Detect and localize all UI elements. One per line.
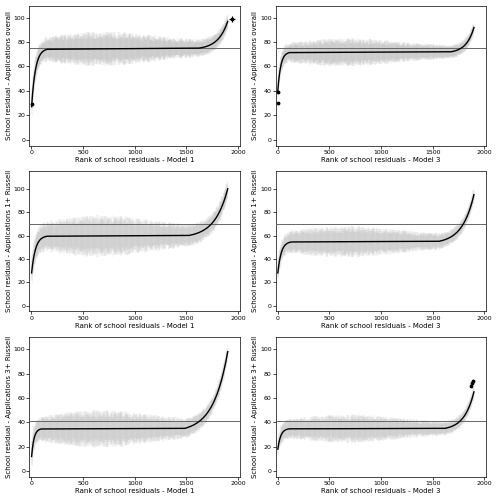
Y-axis label: School residual - Applications overall: School residual - Applications overall [5,11,11,140]
Y-axis label: School residual - Applications 1+ Russell: School residual - Applications 1+ Russel… [252,170,258,312]
X-axis label: Rank of school residuals - Model 3: Rank of school residuals - Model 3 [321,157,441,163]
Y-axis label: School residual - Applications 3+ Russell: School residual - Applications 3+ Russel… [252,336,258,478]
Y-axis label: School residual - Applications overall: School residual - Applications overall [252,11,258,140]
X-axis label: Rank of school residuals - Model 1: Rank of school residuals - Model 1 [75,488,195,494]
X-axis label: Rank of school residuals - Model 1: Rank of school residuals - Model 1 [75,322,195,328]
X-axis label: Rank of school residuals - Model 3: Rank of school residuals - Model 3 [321,488,441,494]
Y-axis label: School residual - Applications 1+ Russell: School residual - Applications 1+ Russel… [5,170,11,312]
X-axis label: Rank of school residuals - Model 1: Rank of school residuals - Model 1 [75,157,195,163]
Y-axis label: School residual - Applications 3+ Russell: School residual - Applications 3+ Russel… [5,336,11,478]
X-axis label: Rank of school residuals - Model 3: Rank of school residuals - Model 3 [321,322,441,328]
